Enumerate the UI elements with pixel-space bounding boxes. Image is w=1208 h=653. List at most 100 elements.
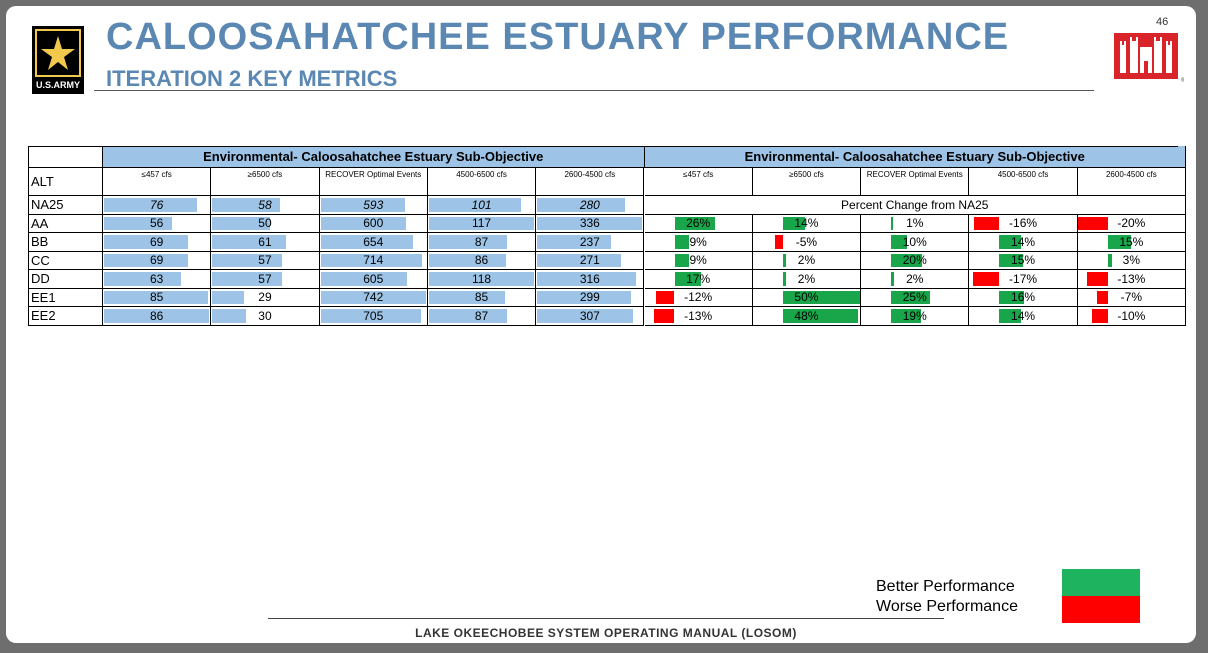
positive-change-bar [891, 216, 893, 230]
data-bar [104, 253, 189, 267]
data-cell: 271 [536, 251, 645, 270]
data-bar [212, 216, 271, 230]
pct-cell: -16% [969, 214, 1078, 233]
row-label: CC [28, 251, 103, 270]
svg-text:®: ® [1181, 77, 1184, 83]
percent-change-value: 14% [1011, 234, 1036, 249]
data-cell: 85 [427, 288, 537, 307]
data-bar [537, 290, 631, 304]
pct-cell: 10% [861, 233, 970, 252]
percent-change-value: 48% [794, 308, 819, 323]
positive-change-bar [999, 309, 1022, 323]
data-bar [428, 216, 535, 230]
data-cell: 56 [103, 214, 212, 233]
page-number: 46 [1156, 16, 1169, 28]
data-cell: 69 [103, 251, 212, 270]
column-header-text: 4500-6500 cfs [997, 170, 1049, 179]
data-bar [212, 198, 280, 212]
row-label: EE1 [28, 288, 103, 307]
pct-cell: 15% [969, 251, 1078, 270]
percent-change-value: 15% [1119, 234, 1144, 249]
data-bar [320, 235, 414, 249]
column-header: 4500-6500 cfs [969, 168, 1078, 196]
data-value: 63 [149, 271, 164, 286]
data-cell: 61 [211, 233, 320, 252]
page-subtitle: ITERATION 2 KEY METRICS [106, 66, 398, 91]
positive-change-bar [782, 309, 858, 323]
negative-change-bar [1077, 216, 1108, 230]
row-label: NA25 [28, 196, 103, 215]
column-header: ≤457 cfs [103, 168, 212, 196]
data-value: 600 [363, 216, 384, 231]
slide: U.S.ARMY CALOOSAHATCHEE ESTUARY PERFORMA… [6, 6, 1196, 643]
data-value: 307 [579, 308, 600, 323]
percent-change-value: 9% [689, 253, 707, 268]
pct-cell: -12% [644, 288, 753, 307]
data-value: 101 [471, 197, 492, 212]
data-value: 56 [149, 216, 164, 231]
data-bar [104, 216, 173, 230]
data-cell: 63 [103, 270, 212, 289]
column-header: 2600-4500 cfs [1077, 168, 1186, 196]
alt-header-text: ALT [31, 174, 54, 189]
data-value: 87 [474, 308, 489, 323]
data-bar [320, 309, 421, 323]
data-value: 654 [363, 234, 384, 249]
row-label-text: CC [31, 252, 50, 268]
data-bar [212, 235, 286, 249]
data-value: 87 [474, 234, 489, 249]
positive-change-bar [891, 272, 895, 286]
data-value: 50 [258, 216, 272, 231]
positive-change-bar [999, 253, 1023, 267]
legend-worse-swatch [1062, 596, 1140, 623]
column-header-text: 4500-6500 cfs [456, 170, 507, 179]
pct-cell: 17% [644, 270, 753, 289]
data-value: 593 [363, 197, 384, 212]
positive-change-bar [782, 290, 861, 304]
positive-change-bar [891, 253, 923, 267]
data-value: 85 [474, 290, 489, 305]
data-cell: 237 [536, 233, 645, 252]
pct-cell: 3% [1077, 251, 1186, 270]
pct-cell: 25% [861, 288, 970, 307]
negative-change-bar [654, 309, 675, 323]
data-value: 742 [363, 290, 384, 305]
pct-cell: -7% [1077, 288, 1186, 307]
positive-change-bar [674, 272, 702, 286]
column-header-text: 2600-4500 cfs [564, 170, 616, 179]
data-bar [428, 198, 521, 212]
pct-cell: -13% [644, 307, 753, 326]
pct-cell: 9% [644, 251, 753, 270]
title-divider [94, 90, 1094, 91]
percent-change-value: 25% [902, 290, 927, 305]
percent-change-value: -13% [1117, 271, 1146, 286]
data-bar [104, 272, 181, 286]
positive-change-bar [891, 290, 931, 304]
negative-change-bar [972, 272, 1000, 286]
data-bar [104, 290, 209, 304]
negative-change-bar [974, 216, 1000, 230]
pct-cell: 50% [752, 288, 862, 307]
data-value: 29 [258, 290, 272, 305]
row-label-text: EE1 [31, 289, 56, 305]
row-label-text: AA [31, 215, 49, 231]
percent-change-value: 9% [689, 234, 707, 249]
data-bar [104, 198, 197, 212]
pct-cell: -17% [969, 270, 1078, 289]
data-bar [428, 235, 507, 249]
positive-change-bar [674, 216, 716, 230]
row-label: AA [28, 214, 103, 233]
column-header: ≥6500 cfs [752, 168, 862, 196]
data-cell: 58 [211, 196, 320, 215]
percent-change-value: 15% [1011, 253, 1036, 268]
data-bar [320, 272, 407, 286]
column-header-text: ≥6500 cfs [789, 170, 824, 179]
column-header: 2600-4500 cfs [536, 168, 645, 196]
data-cell: 118 [427, 270, 537, 289]
data-value: 85 [149, 290, 164, 305]
data-cell: 316 [536, 270, 645, 289]
percent-change-value: 14% [794, 216, 819, 231]
pct-cell: 14% [752, 214, 862, 233]
percent-change-value: -10% [1117, 308, 1146, 323]
percent-change-value: 2% [797, 253, 816, 268]
